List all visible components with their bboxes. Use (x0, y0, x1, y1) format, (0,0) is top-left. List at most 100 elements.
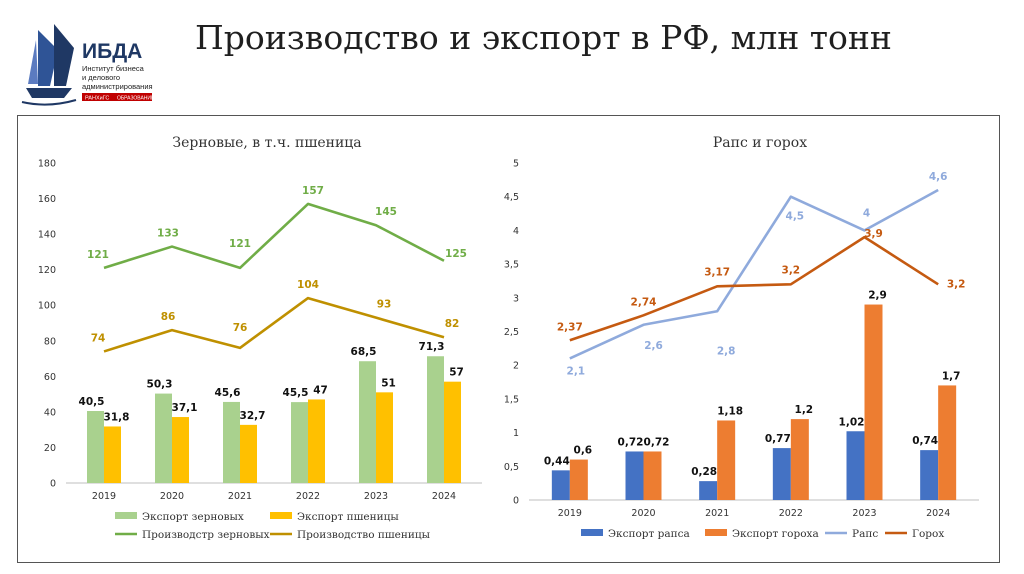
line-data-label: 86 (161, 311, 176, 323)
y-tick-label: 180 (38, 159, 56, 170)
y-tick-label: 100 (38, 301, 56, 312)
bar-data-label: 32,7 (240, 410, 266, 422)
page-title: Производство и экспорт в РФ, млн тонн (195, 18, 892, 57)
charts-frame (17, 115, 1000, 563)
y-tick-label: 1 (513, 428, 519, 439)
bar-data-label: 1,7 (942, 370, 961, 382)
bar-b (376, 392, 393, 483)
bar-b (444, 381, 461, 483)
logo-name: ИБДА (82, 40, 142, 63)
y-tick-label: 140 (38, 230, 56, 241)
bar-data-label: 0,74 (912, 435, 938, 447)
bar-a (699, 481, 718, 500)
line-data-label: 2,37 (557, 321, 583, 333)
legend-swatch (581, 529, 603, 536)
bar-data-label: 2,9 (868, 290, 887, 302)
line-data-label: 3,2 (782, 264, 801, 276)
y-tick-label: 2 (513, 361, 519, 372)
series-line-1 (569, 188, 939, 360)
bar-data-label: 0,72 (618, 436, 644, 448)
chart-title: Зерновые, в т.ч. пшеница (172, 135, 361, 151)
x-tick-label: 2020 (631, 508, 655, 519)
y-tick-label: 0 (513, 496, 519, 507)
y-tick-label: 1,5 (504, 394, 519, 405)
bar-a (427, 356, 444, 483)
bar-b (864, 304, 883, 500)
x-tick-label: 2019 (558, 508, 582, 519)
y-tick-label: 0,5 (504, 462, 519, 473)
y-tick-label: 3 (513, 293, 519, 304)
x-tick-label: 2023 (852, 508, 876, 519)
y-tick-label: 20 (44, 443, 56, 454)
bar-data-label: 0,72 (644, 436, 670, 448)
x-tick-label: 2024 (926, 508, 950, 519)
bar-b (790, 419, 809, 500)
series-line-2 (103, 296, 445, 353)
line-data-label: 3,9 (864, 228, 883, 240)
legend-label: Экспорт зерновых (142, 511, 244, 523)
line-data-label: 4 (863, 207, 870, 219)
bar-b (104, 426, 121, 483)
y-tick-label: 4,5 (504, 192, 519, 203)
line-data-label: 93 (377, 299, 392, 311)
bar-b (172, 417, 189, 483)
bar-data-label: 0,6 (574, 445, 593, 457)
line-data-label: 82 (445, 318, 460, 330)
bar-b (569, 459, 588, 500)
series-line-2 (569, 235, 939, 342)
y-tick-label: 3,5 (504, 260, 519, 271)
y-tick-label: 4 (513, 226, 519, 237)
line-data-label: 4,5 (786, 211, 805, 223)
bar-data-label: 45,5 (283, 387, 309, 399)
legend-swatch (270, 512, 292, 519)
bar-b (643, 451, 662, 500)
legend-label: Производстр зерновых (142, 529, 270, 541)
bar-data-label: 47 (313, 384, 328, 396)
legend-label: Экспорт рапса (608, 528, 690, 540)
bar-data-label: 0,28 (691, 466, 717, 478)
bar-a (87, 411, 104, 483)
bar-b (717, 420, 736, 500)
y-tick-label: 5 (513, 159, 519, 170)
bar-b (938, 385, 957, 500)
bar-a (920, 450, 939, 500)
bar-data-label: 71,3 (419, 341, 445, 353)
x-tick-label: 2021 (705, 508, 729, 519)
line-data-label: 133 (157, 228, 179, 240)
line-data-label: 3,2 (947, 278, 966, 290)
line-data-label: 121 (87, 249, 109, 261)
y-tick-label: 40 (44, 407, 56, 418)
bar-data-label: 1,18 (717, 405, 743, 417)
bar-data-label: 31,8 (104, 411, 130, 423)
line-data-label: 104 (297, 279, 319, 291)
grain-chart: Зерновые, в т.ч. пшеница 0 20 40 60 80 100 120 1… (38, 135, 482, 541)
line-data-label: 2,6 (644, 340, 663, 352)
logo-line-3: администрирования (82, 82, 153, 91)
bar-a (625, 451, 644, 500)
bar-data-label: 40,5 (79, 396, 105, 408)
y-tick-label: 60 (44, 372, 56, 383)
bar-data-label: 51 (381, 377, 396, 389)
ship-logo-icon: ИБДА Институт бизнеса и делового админис… (21, 24, 155, 106)
bar-data-label: 50,3 (147, 379, 173, 391)
line-data-label: 121 (229, 238, 251, 250)
bar-b (308, 399, 325, 483)
x-tick-label: 2022 (296, 491, 320, 502)
y-tick-label: 80 (44, 336, 56, 347)
bar-b (240, 424, 257, 483)
line-data-label: 2,8 (717, 345, 736, 357)
legend-label: Экспорт пшеницы (297, 511, 399, 523)
legend-swatch (705, 529, 727, 536)
bar-a (223, 401, 240, 483)
line-data-label: 3,17 (704, 266, 730, 278)
logo-line-1: Институт бизнеса (82, 64, 145, 73)
legend-label: Рапс (852, 528, 878, 540)
line-data-label: 125 (445, 248, 467, 260)
x-tick-label: 2019 (92, 491, 116, 502)
bar-data-label: 37,1 (172, 402, 198, 414)
line-data-label: 2,1 (567, 365, 586, 377)
bar-a (772, 448, 791, 500)
legend-label: Производство пшеницы (297, 529, 430, 541)
y-tick-label: 120 (38, 265, 56, 276)
line-data-label: 76 (233, 322, 248, 334)
